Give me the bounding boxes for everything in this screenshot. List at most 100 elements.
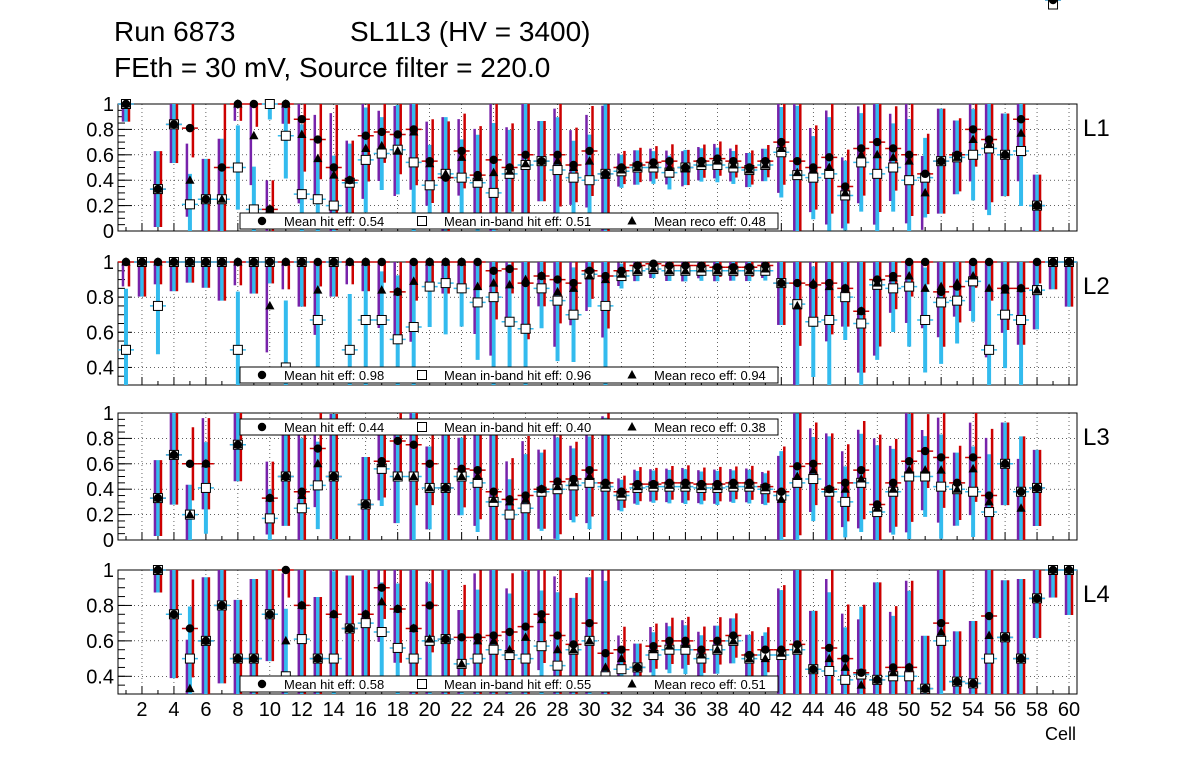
reco-point — [377, 458, 387, 468]
legend-hit-marker — [257, 422, 267, 432]
x-tick-label: 34 — [642, 699, 664, 721]
reco-point — [1032, 593, 1042, 602]
inband-point — [296, 634, 307, 645]
reco-point — [1032, 200, 1042, 210]
reco-point — [840, 187, 850, 197]
reco-point — [824, 162, 834, 171]
panel-l2: 0.4 0.6 0.8 1 L2 Mean hit eff: 0.98 Mean in-ba… — [86, 252, 1110, 386]
reco-point — [137, 257, 147, 266]
reco-point — [520, 632, 531, 641]
inband-point — [984, 653, 995, 664]
reco-point — [504, 279, 515, 289]
reco-point — [712, 265, 722, 275]
hit-point — [473, 465, 482, 475]
inband-point — [456, 172, 467, 183]
reco-point — [457, 257, 467, 266]
reco-point — [712, 481, 722, 491]
reco-point — [265, 204, 275, 213]
inband-point — [1048, 0, 1059, 10]
legend-box — [239, 212, 779, 230]
hit-point — [713, 636, 722, 646]
x-tick-label: 54 — [962, 699, 984, 721]
y-tick-label: 0.4 — [86, 357, 114, 379]
reco-point — [648, 480, 659, 489]
y-tick-label: 0.6 — [86, 322, 114, 344]
reco-point — [696, 158, 706, 168]
reco-point — [313, 653, 323, 663]
hit-point — [185, 459, 195, 468]
inband-point — [552, 165, 563, 176]
inband-point — [424, 281, 435, 292]
reco-point — [217, 194, 227, 203]
inband-point — [280, 130, 291, 141]
reco-point — [425, 634, 435, 643]
reco-point — [568, 283, 579, 292]
hit-point — [457, 146, 466, 156]
inband-point — [616, 664, 627, 675]
layer-label: L4 — [1083, 581, 1110, 608]
hit-point — [217, 163, 227, 172]
layer-label: L2 — [1083, 273, 1110, 300]
reco-point — [584, 471, 595, 480]
y-tick-label: 0.2 — [86, 196, 114, 218]
hit-point — [1016, 487, 1026, 496]
inband-point — [504, 316, 515, 327]
hit-point — [968, 453, 978, 462]
legend-hit-marker — [257, 679, 267, 689]
hit-point — [777, 137, 786, 147]
reco-point — [808, 165, 818, 174]
reco-point — [680, 480, 691, 489]
inband-point — [376, 314, 387, 325]
y-tick-label: 0 — [103, 530, 114, 552]
inband-point — [840, 496, 851, 507]
reco-point — [808, 465, 818, 474]
hit-point — [313, 135, 322, 144]
reco-point — [888, 152, 898, 161]
hit-point — [569, 640, 578, 649]
legend-hit-label: Mean hit eff: 0.58 — [284, 677, 384, 692]
reco-point — [185, 683, 195, 693]
hit-point — [505, 627, 514, 637]
legend-box — [239, 418, 779, 436]
reco-point — [616, 489, 627, 498]
reco-point — [568, 477, 579, 487]
reco-point — [888, 484, 898, 493]
x-tick-label: 48 — [866, 699, 888, 721]
reco-point — [201, 635, 211, 645]
reco-point — [1000, 285, 1010, 294]
hit-point — [1016, 115, 1026, 124]
hit-point — [297, 115, 307, 124]
reco-point — [952, 676, 962, 686]
legend-box — [239, 675, 779, 693]
reco-point — [489, 167, 499, 177]
reco-point — [1000, 149, 1010, 159]
legend: Mean hit eff: 0.54 Mean in-band hit eff: … — [239, 212, 779, 230]
legend-reco-label: Mean reco eff: 0.38 — [654, 420, 766, 435]
inband-point — [520, 323, 531, 334]
hit-point — [377, 257, 386, 267]
x-tick-label: 30 — [578, 699, 600, 721]
hit-point — [601, 649, 610, 658]
legend-hit-marker — [257, 216, 267, 226]
inband-point — [936, 635, 947, 646]
reco-point — [361, 499, 371, 508]
reco-point — [840, 484, 850, 493]
hit-point — [968, 125, 978, 134]
inband-point — [968, 149, 979, 160]
reco-point — [952, 484, 962, 493]
reco-point — [409, 126, 419, 136]
hit-point — [761, 645, 770, 654]
reco-point — [792, 167, 802, 177]
reco-point — [281, 257, 291, 266]
reco-point — [1000, 458, 1010, 468]
inband-point — [408, 322, 419, 333]
reco-point — [744, 653, 754, 663]
inband-point — [360, 314, 371, 325]
inband-point — [920, 314, 931, 325]
reco-point — [153, 257, 163, 266]
hit-point — [425, 459, 434, 468]
reco-point — [1048, 565, 1058, 574]
hit-point — [809, 459, 818, 468]
reco-point — [361, 257, 371, 266]
hit-point — [984, 611, 994, 621]
